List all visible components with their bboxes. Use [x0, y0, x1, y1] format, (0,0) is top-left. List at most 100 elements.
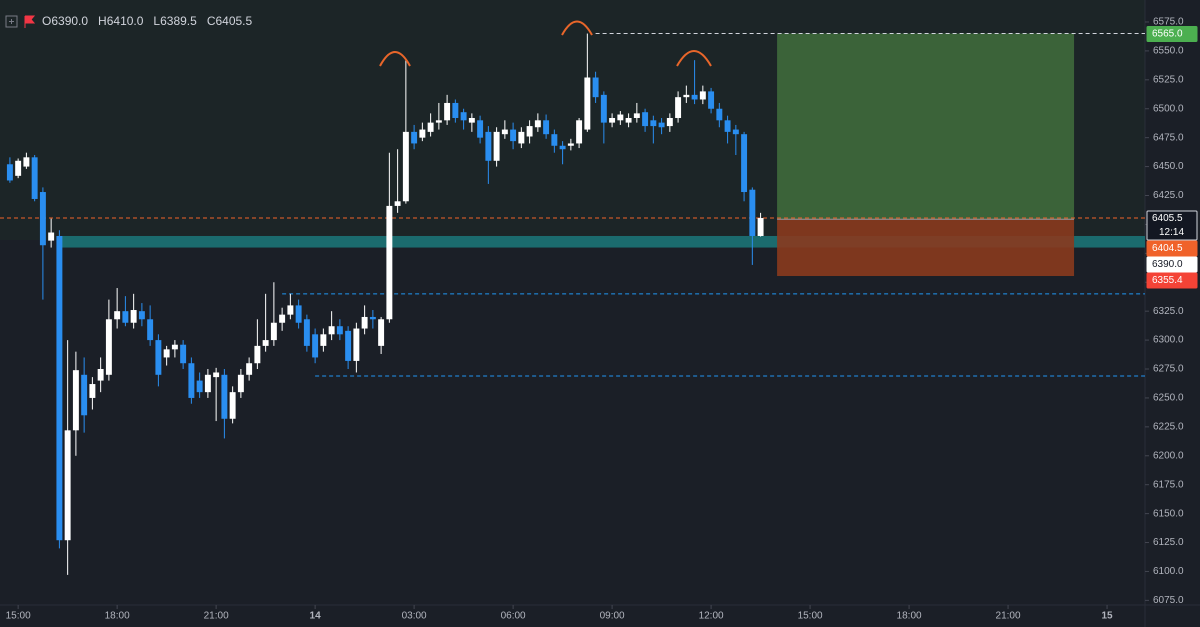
ohlc-value: 6389.5 — [160, 14, 197, 28]
y-tick-label: 6250.0 — [1153, 393, 1184, 404]
y-tick-label: 6075.0 — [1153, 595, 1184, 606]
candle-body — [716, 108, 723, 121]
candle-body — [477, 120, 484, 138]
symbol-icon-plus — [9, 19, 14, 24]
y-tick-label: 6550.0 — [1153, 46, 1184, 57]
price-tag — [1146, 272, 1198, 289]
x-tick-label: 15 — [1101, 611, 1113, 622]
price-tag-label: 6390.0 — [1152, 259, 1183, 270]
y-tick-label: 6100.0 — [1153, 566, 1184, 577]
x-tick-label: 18:00 — [105, 611, 130, 622]
y-tick-label: 6475.0 — [1153, 132, 1184, 143]
candle-body — [56, 235, 63, 541]
x-tick-label: 15:00 — [6, 611, 31, 622]
flag-icon[interactable] — [24, 15, 36, 28]
candle-body — [97, 369, 104, 381]
candle-body — [105, 319, 112, 375]
y-tick-label: 6125.0 — [1153, 537, 1184, 548]
price-axis — [1145, 0, 1200, 627]
candle-body — [237, 374, 244, 393]
price-tag-label: 6404.5 — [1152, 243, 1183, 254]
candle-body — [378, 319, 385, 346]
candle-body — [312, 334, 319, 358]
candle-body — [386, 205, 393, 320]
candle-body — [114, 311, 121, 320]
candle-body — [460, 112, 467, 121]
candle-body — [196, 380, 203, 393]
candle-body — [444, 102, 451, 121]
candle-body — [229, 392, 236, 419]
candle-body — [708, 91, 715, 109]
candle-body — [89, 384, 96, 398]
price-tag — [1146, 210, 1198, 241]
candle-body — [402, 131, 409, 202]
top-arc — [379, 51, 411, 67]
candle-body — [48, 232, 55, 241]
candle-body — [617, 114, 624, 121]
candle-body — [287, 305, 294, 315]
symbol-icon[interactable] — [5, 15, 18, 28]
candle-body — [625, 117, 632, 123]
ohlc-header: O 6390.0 H 6410.0 L 6389.5 C 6405.5 — [42, 14, 253, 28]
candle-body — [353, 328, 360, 361]
price-tag — [1146, 26, 1198, 43]
candle-body — [345, 330, 352, 361]
price-tag-label: 6355.4 — [1152, 275, 1183, 286]
ohlc-label: L — [153, 14, 160, 28]
candle-body — [485, 131, 492, 161]
candle-body — [411, 131, 418, 144]
candle-body — [246, 363, 253, 375]
candle-body — [147, 319, 154, 341]
ohlc-value: 6390.0 — [51, 14, 88, 28]
candle-body — [683, 94, 690, 98]
candle-body — [724, 120, 731, 132]
candle-body — [23, 157, 30, 167]
ohlc-label: H — [98, 14, 107, 28]
candle-body — [749, 189, 756, 236]
candle-body — [295, 305, 302, 323]
y-tick-label: 6575.0 — [1153, 17, 1184, 28]
plot — [0, 21, 1149, 609]
y-tick-label: 6525.0 — [1153, 74, 1184, 85]
candle-body — [6, 164, 13, 181]
candle-body — [213, 372, 220, 378]
candle-body — [666, 117, 673, 127]
candle-body — [427, 122, 434, 132]
candle-body — [221, 374, 228, 419]
candle-body — [584, 77, 591, 130]
candle-body — [361, 316, 368, 329]
candle-body — [122, 311, 129, 323]
y-tick-label: 6150.0 — [1153, 508, 1184, 519]
candle-body — [180, 344, 187, 364]
ohlc-label: O — [42, 14, 51, 28]
candle-body — [72, 370, 79, 431]
y-tick-label: 6200.0 — [1153, 450, 1184, 461]
candle-body — [567, 143, 574, 146]
price-tag-label: 6565.0 — [1152, 29, 1183, 40]
top-arc — [676, 50, 712, 67]
candle-body — [394, 201, 401, 206]
x-tick-label: 12:00 — [699, 611, 724, 622]
candle-body — [262, 340, 269, 346]
ohlc-value: 6405.5 — [215, 14, 252, 28]
x-tick-label: 21:00 — [996, 611, 1021, 622]
candle-body — [279, 314, 286, 323]
x-tick-label: 03:00 — [402, 611, 427, 622]
price-tag-label: 6405.5 — [1152, 213, 1183, 224]
candle-body — [600, 94, 607, 123]
x-tick-label: 21:00 — [204, 611, 229, 622]
candle-body — [204, 374, 211, 393]
candle-body — [543, 120, 550, 135]
y-tick-label: 6225.0 — [1153, 421, 1184, 432]
candle-body — [435, 120, 442, 123]
candle-body — [31, 157, 38, 199]
y-tick-label: 6425.0 — [1153, 190, 1184, 201]
candle-body — [633, 113, 640, 118]
candle-body — [130, 310, 137, 323]
candle-body — [419, 129, 426, 138]
ohlc-label: C — [207, 14, 216, 28]
candle-body — [270, 322, 277, 341]
candle-body — [188, 363, 195, 398]
candle-body — [171, 344, 178, 350]
candle-body — [81, 374, 88, 416]
